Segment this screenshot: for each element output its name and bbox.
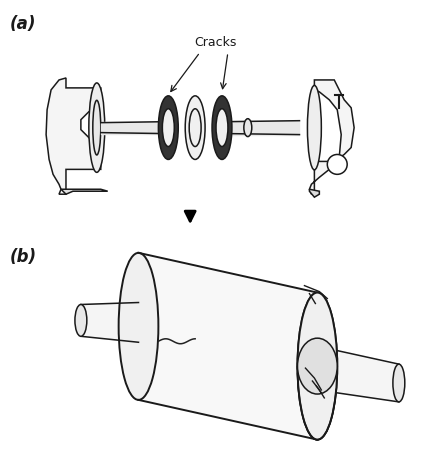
Text: (b): (b) (9, 248, 36, 265)
Ellipse shape (298, 339, 337, 394)
Circle shape (327, 155, 347, 175)
Ellipse shape (298, 339, 337, 394)
Ellipse shape (244, 119, 252, 137)
Ellipse shape (216, 110, 228, 147)
Polygon shape (139, 253, 317, 440)
Ellipse shape (118, 253, 158, 400)
Ellipse shape (212, 96, 232, 160)
Text: (a): (a) (9, 15, 36, 33)
Ellipse shape (298, 293, 337, 440)
Ellipse shape (393, 364, 405, 402)
Ellipse shape (308, 86, 321, 171)
Ellipse shape (89, 84, 105, 173)
Ellipse shape (298, 293, 337, 440)
Ellipse shape (158, 96, 178, 160)
Text: Cracks: Cracks (194, 36, 236, 49)
Polygon shape (61, 190, 108, 195)
Ellipse shape (163, 110, 174, 147)
Polygon shape (309, 81, 354, 195)
Ellipse shape (189, 110, 201, 147)
Polygon shape (309, 190, 319, 198)
Polygon shape (317, 346, 399, 402)
Polygon shape (81, 303, 139, 343)
Ellipse shape (75, 305, 87, 337)
Polygon shape (46, 79, 101, 195)
Ellipse shape (185, 96, 205, 160)
Ellipse shape (93, 101, 101, 156)
